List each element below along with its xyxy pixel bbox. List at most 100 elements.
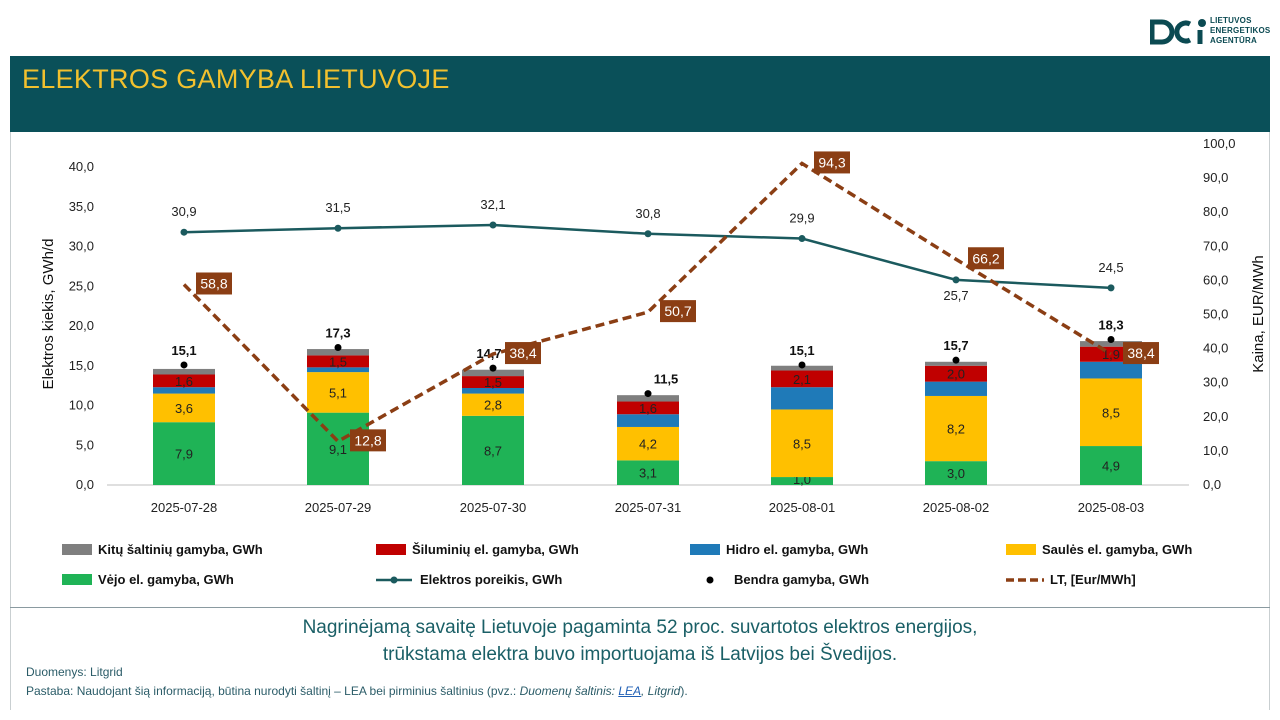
price-label: 12,8: [354, 432, 381, 448]
summary-line-1: Nagrinėjamą savaitę Lietuvoje pagaminta …: [302, 617, 978, 638]
bar-label-solar: 5,1: [329, 385, 347, 400]
y-axis-title: Elektros kiekis, GWh/d: [40, 239, 57, 390]
bar-thermal: [153, 374, 215, 388]
y2-tick-label: 80,0: [1203, 204, 1228, 219]
bar-label-wind: 3,0: [947, 466, 965, 481]
bar-label-thermal: 1,5: [329, 354, 347, 369]
x-tick-label: 2025-07-31: [615, 500, 682, 515]
bar-thermal: [462, 376, 524, 389]
y2-tick-label: 40,0: [1203, 341, 1228, 356]
price-label-box: [505, 342, 541, 365]
legend-swatch-price: [1006, 578, 1044, 582]
price-label: 50,7: [664, 303, 691, 319]
top-bar: LIETUVOS ENERGETIKOS AGENTŪRA: [0, 0, 1280, 56]
lea-link[interactable]: LEA: [618, 684, 641, 698]
demand-label: 31,5: [325, 200, 350, 215]
total-label: 11,5: [654, 372, 679, 387]
legend-swatch-other: [62, 544, 92, 555]
price-label: 38,4: [509, 345, 536, 361]
price-label-box: [660, 300, 696, 323]
legend-label-price: LT, [Eur/MWh]: [1050, 572, 1136, 587]
bar-label-solar: 8,2: [947, 422, 965, 437]
price-label-box: [350, 429, 386, 452]
total-point: [334, 343, 342, 351]
lea-logo: LIETUVOS ENERGETIKOS AGENTŪRA: [1150, 14, 1270, 50]
total-point: [798, 361, 806, 369]
y-tick-label: 15,0: [69, 358, 94, 373]
legend-swatch-demand: [376, 576, 412, 584]
bar-other: [1080, 341, 1142, 347]
bar-thermal: [617, 401, 679, 415]
bar-label-thermal: 1,5: [484, 375, 502, 390]
demand-label: 30,8: [635, 206, 660, 221]
price-line: [182, 161, 1112, 444]
bar-solar: [1080, 378, 1142, 447]
bar-hydro: [462, 388, 524, 394]
bar-hydro: [153, 387, 215, 394]
y-tick-label: 5,0: [76, 437, 94, 452]
bar-wind: [617, 460, 679, 485]
legend-label-other: Kitų šaltinių gamyba, GWh: [98, 542, 263, 557]
price-label-box: [196, 272, 232, 295]
y2-tick-label: 10,0: [1203, 443, 1228, 458]
page-header: ELEKTROS GAMYBA LIETUVOJE: [10, 56, 1270, 132]
y-tick-label: 0,0: [76, 477, 94, 492]
bar-label-wind: 8,7: [484, 443, 502, 458]
total-label: 18,3: [1098, 318, 1123, 333]
divider: [10, 607, 1270, 608]
bar-solar: [307, 372, 369, 413]
price-label-box: [968, 247, 1004, 270]
bar-label-wind: 4,9: [1102, 459, 1120, 474]
chart-frame: 0,0 5,0 10,0 15,0 20,0 25,0 30,0 35,0 40,0 0,0 10,…: [10, 132, 1270, 710]
bar-solar: [925, 395, 987, 462]
legend-label-wind: Vėjo el. gamyba, GWh: [98, 572, 234, 587]
bar-label-thermal: 2,0: [947, 367, 965, 382]
y2-tick-label: 100,0: [1203, 136, 1236, 151]
x-tick-label: 2025-07-28: [151, 500, 218, 515]
demand-point: [334, 224, 342, 232]
lea-logo-text: LIETUVOS ENERGETIKOS AGENTŪRA: [1210, 16, 1271, 45]
legend-label-demand: Elektros poreikis, GWh: [420, 572, 563, 587]
bar-wind: [153, 422, 215, 485]
bar-wind: [1080, 446, 1142, 485]
bar-wind: [925, 461, 987, 485]
price-label: 94,3: [818, 154, 845, 170]
y-tick-label: 25,0: [69, 278, 94, 293]
chart: 0,0 5,0 10,0 15,0 20,0 25,0 30,0 35,0 40,0 0,0 10,…: [40, 136, 1267, 515]
source-text: Duomenys: Litgrid: [26, 665, 123, 679]
demand-label: 29,9: [789, 211, 814, 226]
bar-thermal: [771, 370, 833, 388]
x-tick-label: 2025-07-30: [460, 500, 527, 515]
legend-swatch-total: [706, 576, 714, 584]
total-point: [644, 390, 652, 398]
bar-solar: [462, 393, 524, 416]
bar-label-wind: 9,1: [329, 442, 347, 457]
legend-swatch-wind: [62, 574, 92, 585]
y2-tick-label: 0,0: [1203, 477, 1221, 492]
bar-other: [153, 368, 215, 375]
page-title: ELEKTROS GAMYBA LIETUVOJE: [22, 64, 450, 94]
y2-tick-label: 50,0: [1203, 307, 1228, 322]
y2-tick-label: 30,0: [1203, 375, 1228, 390]
bar-label-thermal: 2,1: [793, 372, 811, 387]
demand-point: [798, 235, 806, 243]
bar-other: [462, 369, 524, 377]
price-label-box: [814, 151, 850, 174]
demand-point: [952, 276, 960, 284]
total-label: 15,1: [171, 343, 196, 358]
bar-solar: [771, 409, 833, 478]
y-tick-label: 35,0: [69, 199, 94, 214]
x-tick-label: 2025-08-03: [1078, 500, 1145, 515]
y-tick-label: 20,0: [69, 318, 94, 333]
y-tick-label: 40,0: [69, 159, 94, 174]
price-label: 58,8: [200, 275, 227, 291]
demand-label: 32,1: [480, 197, 505, 212]
y2-tick-label: 20,0: [1203, 409, 1228, 424]
demand-point: [180, 228, 188, 236]
bar-wind: [771, 477, 833, 485]
legend-label-total: Bendra gamyba, GWh: [734, 572, 870, 587]
bar-solar: [153, 393, 215, 423]
bar-label-wind: 3,1: [639, 466, 657, 481]
legend-label-hydro: Hidro el. gamyba, GWh: [726, 542, 869, 557]
legend-label-thermal: Šiluminių el. gamyba, GWh: [412, 542, 579, 557]
